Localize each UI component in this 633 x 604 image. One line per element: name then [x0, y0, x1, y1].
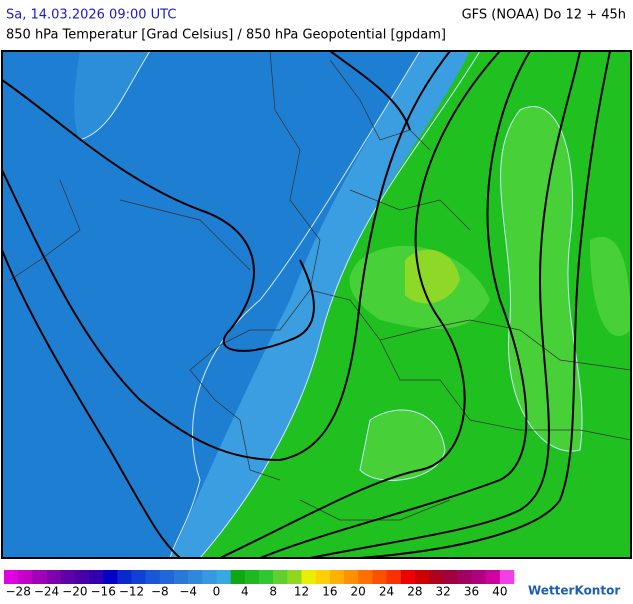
- colorbar-swatch: [301, 570, 316, 584]
- colorbar-swatch: [344, 570, 359, 584]
- temp-band: [360, 410, 445, 481]
- colorbar-swatch: [174, 570, 189, 584]
- logo: WetterKontor: [528, 584, 620, 598]
- colorbar-label: 0: [213, 585, 221, 599]
- colorbar-swatch: [315, 570, 331, 584]
- colorbar-swatch: [499, 570, 515, 584]
- geopotential-contours: [2, 51, 611, 558]
- colorbar-swatch: [89, 570, 104, 584]
- temp-band: [405, 249, 460, 304]
- colorbar-label: 12: [294, 585, 309, 599]
- colorbar-swatch: [287, 570, 302, 584]
- colorbar-label: −28: [6, 585, 31, 599]
- colorbar-swatch: [244, 570, 260, 584]
- colorbar-swatch: [159, 570, 175, 584]
- temp-band: [590, 236, 631, 336]
- temp-band: [500, 106, 583, 452]
- colorbar-label: 28: [407, 585, 422, 599]
- colorbar-label: −4: [179, 585, 197, 599]
- colorbar-swatch: [372, 570, 387, 584]
- colorbar-label: −20: [62, 585, 87, 599]
- colorbar-swatch: [386, 570, 401, 584]
- colorbar-swatch: [145, 570, 161, 584]
- colorbar-swatch: [273, 570, 288, 584]
- colorbar-label: −12: [119, 585, 144, 599]
- colorbar-label: 4: [241, 585, 249, 599]
- colorbar-swatch: [485, 570, 501, 584]
- colorbar-swatch: [74, 570, 90, 584]
- colorbar-swatch: [443, 570, 458, 584]
- colorbar-swatch: [400, 570, 416, 584]
- colorbar-swatch: [230, 570, 246, 584]
- colorbar-swatch: [103, 570, 118, 584]
- colorbar: −28 −24 −20 −16 −12 −8 −4 0 4 8 12 16 20 24 28 32 36 40: [4, 570, 515, 599]
- colorbar-swatch: [259, 570, 274, 584]
- colorbar-swatch: [60, 570, 76, 584]
- colorbar-swatch: [414, 570, 430, 584]
- colorbar-label: −24: [34, 585, 59, 599]
- colorbar-label: 40: [492, 585, 507, 599]
- colorbar-label: −8: [151, 585, 169, 599]
- model-run: GFS (NOAA) Do 12 + 45h: [462, 8, 626, 23]
- colorbar-swatch: [202, 570, 217, 584]
- colorbar-swatch: [216, 570, 231, 584]
- map-frame: [1, 50, 632, 559]
- colorbar-label: 16: [322, 585, 337, 599]
- colorbar-label: 20: [351, 585, 366, 599]
- colorbar-label: 36: [464, 585, 479, 599]
- temp-band: [74, 51, 150, 140]
- colorbar-swatch: [46, 570, 61, 584]
- isotherms: [79, 51, 583, 558]
- borders: [9, 51, 631, 521]
- colorbar-swatch: [117, 570, 132, 584]
- colorbar-swatch: [188, 570, 203, 584]
- colorbar-label: 24: [379, 585, 394, 599]
- map: [1, 50, 632, 559]
- colorbar-swatch: [131, 570, 146, 584]
- colorbar-label: 8: [269, 585, 277, 599]
- colorbar-swatch: [457, 570, 472, 584]
- valid-time: Sa, 14.03.2026 09:00 UTC: [6, 8, 176, 23]
- colorbar-swatch: [18, 570, 33, 584]
- colorbar-swatch: [329, 570, 345, 584]
- colorbar-label: −16: [91, 585, 116, 599]
- map-title: 850 hPa Temperatur [Grad Celsius] / 850 …: [6, 28, 446, 43]
- colorbar-swatch: [32, 570, 47, 584]
- colorbar-swatch: [4, 570, 19, 584]
- colorbar-swatch: [429, 570, 444, 584]
- colorbar-swatch: [471, 570, 486, 584]
- temp-band: [170, 51, 480, 558]
- colorbar-swatch: [358, 570, 373, 584]
- colorbar-label: 32: [436, 585, 451, 599]
